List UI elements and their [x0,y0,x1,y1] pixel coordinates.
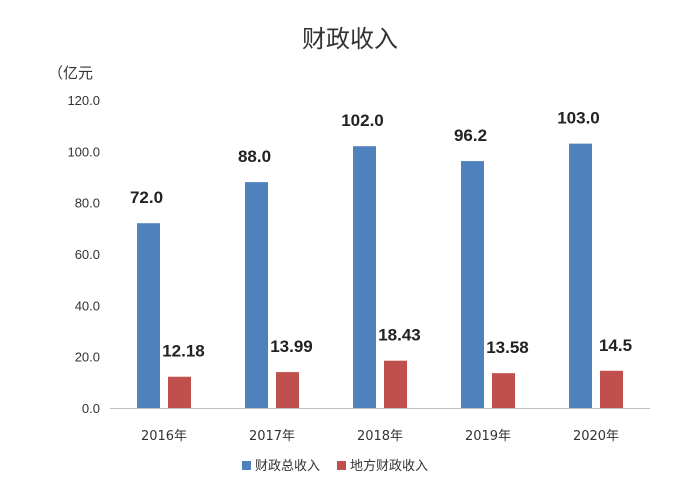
bar-local-revenue [276,372,299,408]
legend-label: 地方财政收入 [350,458,428,474]
bar-local-revenue [384,360,407,408]
data-label: 88.0 [238,147,271,166]
data-label: 96.2 [454,126,487,145]
legend: 财政总收入 地方财政收入 [242,458,428,474]
chart-title: 财政收入 [302,25,398,53]
data-label: 13.58 [486,338,529,357]
legend-label: 财政总收入 [255,459,320,474]
y-tick-label: 40.0 [75,298,100,313]
data-labels: 72.0 12.18 88.0 13.99 102.0 18.43 96.2 13.58 103… [130,109,632,361]
x-tick-label: 2017年 [249,429,295,444]
x-tick-label: 2016年 [141,429,187,444]
bar-local-revenue [600,370,623,408]
bars [137,143,623,408]
bar-total-revenue [353,146,376,408]
bar-total-revenue [569,143,592,408]
y-tick-label: 20.0 [75,350,100,365]
data-label: 72.0 [130,188,163,207]
x-tick-label: 2019年 [465,429,511,444]
y-tick-label: 100.0 [67,144,100,159]
data-label: 103.0 [557,109,600,128]
data-label: 13.99 [270,337,313,356]
bar-total-revenue [245,182,268,408]
bar-local-revenue [168,376,191,408]
bar-local-revenue [492,373,515,408]
x-tick-label: 2020年 [573,429,619,444]
bar-total-revenue [461,161,484,408]
bar-total-revenue [137,223,160,408]
unit-label: （亿元 [48,64,93,82]
y-tick-label: 120.0 [67,93,100,108]
y-axis: 0.0 20.0 40.0 60.0 80.0 100.0 120.0 [67,93,100,416]
y-tick-label: 60.0 [75,247,100,262]
x-tick-label: 2018年 [357,429,403,444]
data-label: 102.0 [341,111,384,130]
data-label: 18.43 [378,326,421,345]
y-tick-label: 80.0 [75,196,100,211]
data-label: 12.18 [162,342,205,361]
legend-swatch [242,461,251,470]
legend-swatch [337,461,346,470]
data-label: 14.5 [599,336,632,355]
y-tick-label: 0.0 [82,401,100,416]
x-axis: 2016年 2017年 2018年 2019年 2020年 [141,429,619,444]
